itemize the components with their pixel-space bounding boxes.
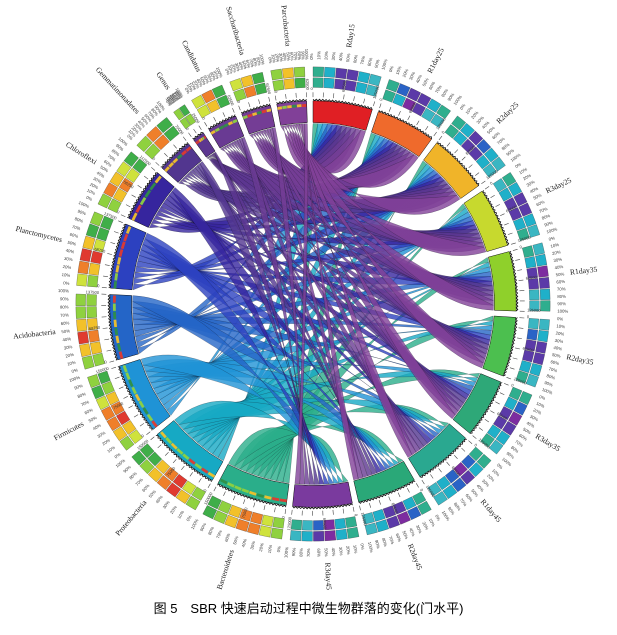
svg-text:50%: 50% [61,328,70,334]
svg-text:30%: 30% [338,547,344,556]
svg-text:90%: 90% [60,296,69,301]
svg-text:70%: 70% [306,548,311,557]
svg-text:10%: 10% [556,323,565,329]
svg-text:80%: 80% [298,548,303,557]
svg-text:90%: 90% [291,547,297,556]
svg-text:100%: 100% [58,288,69,294]
svg-text:10%: 10% [61,272,70,278]
svg-text:0%: 0% [276,546,282,553]
svg-text:137500: 137500 [86,289,100,295]
svg-text:100%: 100% [557,308,568,313]
svg-text:60%: 60% [61,320,70,326]
svg-text:62500: 62500 [322,518,328,530]
svg-text:20%: 20% [555,331,564,337]
svg-text:0%: 0% [557,316,564,321]
svg-text:R3day45: R3day45 [323,562,333,590]
svg-text:60%: 60% [556,279,565,285]
svg-text:10%: 10% [316,51,321,60]
svg-text:60%: 60% [316,548,321,557]
svg-text:40%: 40% [338,52,344,61]
svg-text:100%: 100% [304,49,309,60]
svg-text:50%: 50% [555,271,564,277]
svg-text:0%: 0% [63,280,70,285]
svg-text:图 5 SBR 快速启动过程中微生物群落的变化(门水平): 图 5 SBR 快速启动过程中微生物群落的变化(门水平) [154,601,464,616]
svg-text:90%: 90% [557,301,566,306]
svg-text:80%: 80% [557,294,566,299]
svg-text:70%: 70% [60,312,69,317]
svg-text:70%: 70% [557,286,566,291]
svg-text:30%: 30% [331,51,337,60]
svg-text:80%: 80% [60,304,69,309]
svg-text:50%: 50% [324,548,329,557]
svg-text:40%: 40% [331,547,337,556]
svg-text:62500: 62500 [305,79,310,91]
svg-text:125000: 125000 [527,307,541,312]
svg-text:20%: 20% [323,51,329,60]
